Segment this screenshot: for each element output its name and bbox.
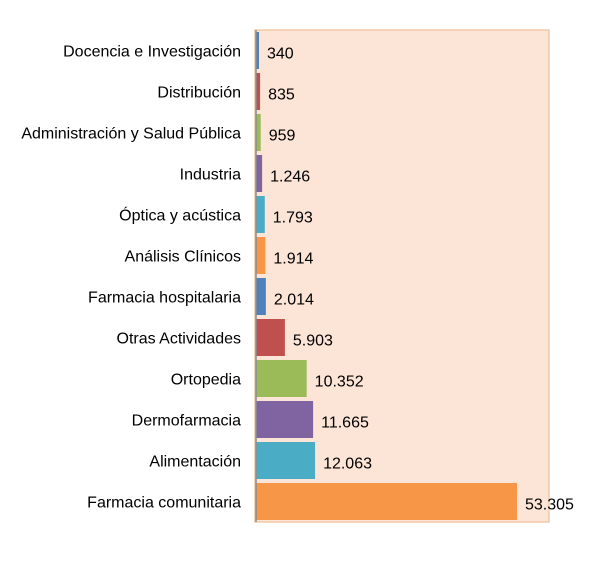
bar (256, 401, 314, 438)
category-label: Análisis Clínicos (125, 249, 241, 266)
category-label: Dermofarmacia (132, 413, 241, 430)
bar (256, 319, 285, 356)
bar (256, 237, 266, 274)
bars (256, 32, 517, 520)
bar (256, 360, 307, 397)
category-label: Ortopedia (171, 372, 241, 389)
value-label: 835 (268, 87, 295, 104)
plot-area (254, 29, 550, 523)
category-label: Industria (180, 167, 241, 184)
category-label: Farmacia hospitalaria (88, 290, 241, 307)
value-label: 53.305 (525, 497, 574, 514)
category-label: Otras Actividades (117, 331, 242, 348)
category-label: Farmacia comunitaria (87, 495, 241, 512)
bar (256, 483, 517, 520)
category-label: Docencia e Investigación (63, 44, 241, 61)
value-label: 5.903 (293, 333, 333, 350)
value-label: 12.063 (323, 456, 372, 473)
bar (256, 278, 266, 315)
bar (256, 114, 261, 151)
category-label: Óptica y acústica (119, 206, 241, 225)
value-label: 340 (267, 46, 294, 63)
category-label: Distribución (157, 85, 241, 102)
value-label: 1.246 (270, 169, 310, 186)
bar (256, 73, 261, 110)
bar (256, 32, 259, 69)
value-labels: 340 835 959 1.246 1.793 1.914 2.014 5.903 10.352… (267, 46, 574, 514)
value-label: 2.014 (274, 292, 314, 309)
value-label: 10.352 (315, 374, 364, 391)
value-label: 959 (269, 128, 296, 145)
category-label: Alimentación (149, 454, 241, 471)
value-label: 1.914 (273, 251, 313, 268)
bar (256, 196, 265, 233)
value-label: 11.665 (321, 415, 369, 432)
bar (256, 442, 316, 479)
category-label: Administración y Salud Pública (21, 126, 241, 143)
bar (256, 155, 263, 192)
category-labels: Docencia e Investigación Distribución Admi… (21, 44, 241, 512)
value-label: 1.793 (273, 210, 313, 227)
